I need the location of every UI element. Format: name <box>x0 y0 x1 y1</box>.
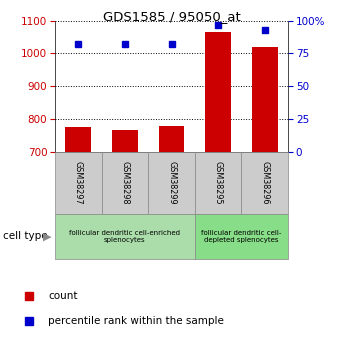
Bar <box>241 152 288 214</box>
Bar <box>55 152 102 214</box>
Bar <box>102 152 148 214</box>
Text: follicular dendritic cell-enriched
splenocytes: follicular dendritic cell-enriched splen… <box>69 230 180 243</box>
Bar <box>159 126 184 152</box>
Bar <box>55 214 195 259</box>
Text: GDS1585 / 95050_at: GDS1585 / 95050_at <box>103 10 240 23</box>
Bar <box>112 129 138 152</box>
Text: count: count <box>48 292 78 302</box>
Text: cell type: cell type <box>3 231 48 241</box>
Bar <box>195 152 241 214</box>
Text: percentile rank within the sample: percentile rank within the sample <box>48 316 224 326</box>
Text: GSM38299: GSM38299 <box>167 161 176 205</box>
Text: GSM38298: GSM38298 <box>120 161 129 205</box>
Text: GSM38296: GSM38296 <box>260 161 269 205</box>
Bar <box>195 214 288 259</box>
Text: GSM38295: GSM38295 <box>214 161 223 205</box>
Bar <box>205 32 231 152</box>
Bar <box>66 127 91 152</box>
Text: ▶: ▶ <box>43 231 52 241</box>
Text: follicular dendritic cell-
depleted splenocytes: follicular dendritic cell- depleted sple… <box>201 230 282 243</box>
Text: GSM38297: GSM38297 <box>74 161 83 205</box>
Bar <box>148 152 195 214</box>
Bar <box>252 47 277 152</box>
